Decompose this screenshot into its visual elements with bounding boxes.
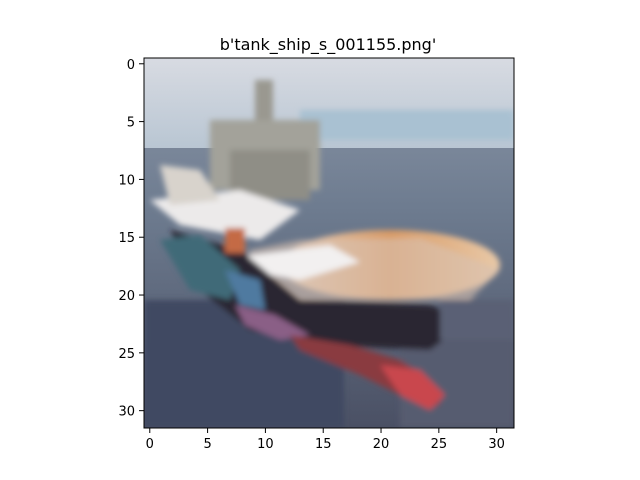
image-axes: 0 5 10 15 20 25 30 0 5 10 15 20 25 30 [118, 57, 515, 452]
y-tick-label: 0 [127, 58, 135, 73]
x-tick-label: 10 [257, 437, 274, 452]
y-tick-label: 15 [118, 231, 135, 246]
plot-title: b'tank_ship_s_001155.png' [220, 35, 436, 55]
y-tick-label: 30 [118, 405, 135, 420]
x-tick-label: 25 [431, 437, 448, 452]
axes-frame [143, 57, 515, 429]
x-axis-ticks: 0 5 10 15 20 25 30 [146, 428, 505, 452]
y-tick-label: 20 [118, 289, 135, 304]
x-tick-label: 0 [146, 437, 154, 452]
x-tick-label: 20 [373, 437, 390, 452]
x-tick-label: 30 [488, 437, 505, 452]
ship-photo [144, 58, 514, 428]
x-tick-label: 15 [315, 437, 332, 452]
y-tick-label: 5 [127, 116, 135, 131]
y-tick-label: 25 [118, 347, 135, 362]
y-tick-label: 10 [118, 173, 135, 188]
y-axis-ticks: 0 5 10 15 20 25 30 [118, 58, 144, 420]
x-tick-label: 5 [203, 437, 211, 452]
